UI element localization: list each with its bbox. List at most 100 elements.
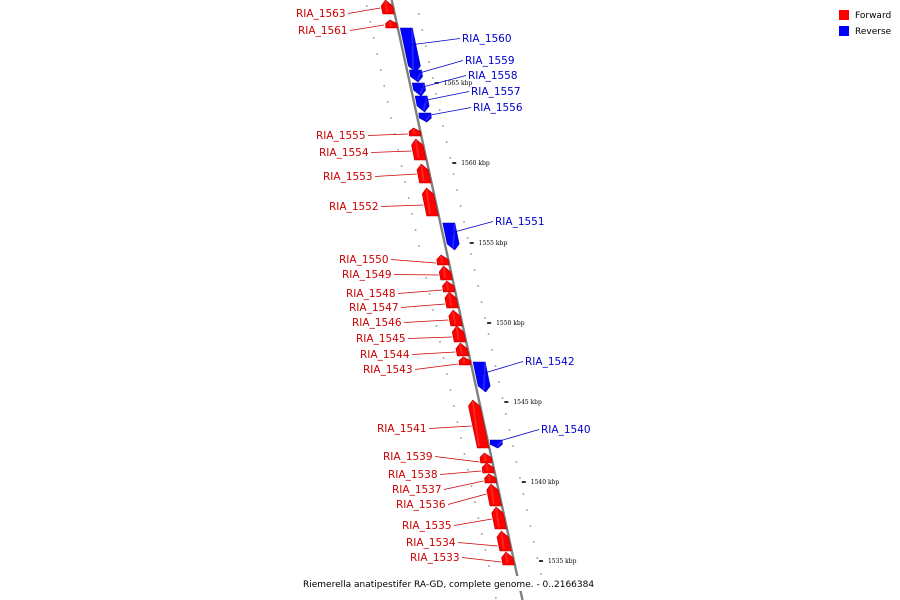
gene-leader-line <box>347 7 381 14</box>
tick-label: 1550 kbp <box>496 320 525 327</box>
gene-arrow-highlight <box>422 96 429 111</box>
gene-arrow-highlight <box>442 266 447 279</box>
gene-label: RIA_1538 <box>388 469 438 481</box>
gene-arrow-highlight <box>452 310 457 325</box>
gene-arrow-highlight <box>504 552 509 564</box>
gene-arrow-highlight <box>448 292 453 307</box>
tick-label: 1555 kbp <box>479 240 508 247</box>
gene-arrow-highlight <box>440 255 444 264</box>
genome-caption: Riemerella anatipestifer RA-GD, complete… <box>303 580 594 590</box>
gene-arrow-highlight <box>485 463 489 472</box>
gene-arrow-highlight <box>420 164 425 182</box>
gene-leader-line <box>407 336 453 339</box>
gene-arrow-ria_1535 <box>491 506 507 530</box>
gene-label: RIA_1559 <box>465 55 515 67</box>
genome-backbone <box>390 0 524 600</box>
gene-label: RIA_1542 <box>525 356 575 368</box>
gene-arrow-highlight <box>462 357 466 364</box>
gene-arrow-ria_1546 <box>448 309 463 327</box>
gene-leader-line <box>380 204 424 207</box>
gene-arrow-highlight <box>451 223 456 249</box>
gene-leader-line <box>481 361 524 375</box>
gene-arrow-highlight <box>482 362 487 391</box>
caption-background <box>300 576 600 591</box>
legend: Forward Reverse <box>839 10 892 37</box>
gene-label: RIA_1544 <box>360 349 410 361</box>
gene-labels: RIA_1563 RIA_1561 RIA_1560 RIA_1559 RIA_1558… <box>296 7 591 564</box>
tick-label: 1560 kbp <box>461 160 490 167</box>
gene-label: RIA_1533 <box>410 552 460 564</box>
gene-leader-line <box>447 493 487 505</box>
gene-arrow-highlight <box>414 139 420 159</box>
gene-arrow-highlight <box>388 20 392 27</box>
gene-leader-line <box>374 173 417 177</box>
gene-label: RIA_1551 <box>495 216 545 228</box>
gene-label: RIA_1545 <box>356 333 406 345</box>
gene-leader-line <box>418 75 467 89</box>
gene-leader-line <box>434 456 480 463</box>
gene-label: RIA_1550 <box>339 254 389 266</box>
gene-arrow-ria_1552 <box>421 187 439 217</box>
gene-label: RIA_1557 <box>471 86 521 98</box>
gene-arrow-ria_1554 <box>411 138 427 161</box>
gene-leader-line <box>349 24 385 31</box>
gene-arrow-ria_1563 <box>380 0 395 15</box>
gene-arrow-ria_1549 <box>438 265 453 281</box>
gene-leader-line <box>403 319 449 323</box>
gene-label: RIA_1555 <box>316 130 366 142</box>
gene-leader-line <box>409 38 461 46</box>
gene-arrow-highlight <box>483 453 487 462</box>
tick-label: 1540 kbp <box>531 479 560 486</box>
gene-arrow-ria_1544 <box>455 342 470 357</box>
gene-label: RIA_1558 <box>468 70 518 82</box>
tick-label: 1545 kbp <box>513 399 542 406</box>
gene-features <box>380 0 515 566</box>
gene-arrow-ria_1558 <box>411 82 426 97</box>
gene-arrow-ria_1540 <box>489 439 503 449</box>
gene-label: RIA_1534 <box>406 537 456 549</box>
legend-reverse-swatch <box>839 26 849 36</box>
minor-tick-marks <box>366 5 546 599</box>
gene-arrow-ria_1550 <box>436 254 450 266</box>
gene-label: RIA_1546 <box>352 317 402 329</box>
gene-leader-line <box>457 542 498 547</box>
gene-leader-line <box>393 274 439 276</box>
gene-arrow-ria_1536 <box>486 483 502 507</box>
gene-label: RIA_1563 <box>296 8 346 20</box>
gene-leader-line <box>428 425 472 429</box>
gene-leader-line <box>415 60 464 75</box>
gene-arrow-highlight <box>445 281 450 291</box>
gene-arrow-ria_1545 <box>451 325 467 343</box>
gene-arrow-highlight <box>487 474 491 482</box>
gene-arrow-ria_1560 <box>399 27 421 73</box>
gene-leader-line <box>367 133 408 136</box>
gene-leader-line <box>495 429 540 443</box>
gene-label: RIA_1535 <box>402 520 452 532</box>
gene-arrow-ria_1553 <box>416 163 432 184</box>
gene-arrow-ria_1542 <box>472 361 491 393</box>
gene-arrow-highlight <box>425 188 432 215</box>
major-tick-marks: 1565 kbp 1560 kbp 1555 kbp 1550 kbp 1545 kbp… <box>434 80 577 565</box>
gene-label: RIA_1552 <box>329 201 379 213</box>
gene-leader-line <box>397 289 442 294</box>
gene-label: RIA_1561 <box>298 25 348 37</box>
gene-arrow-highlight <box>419 83 426 95</box>
gene-arrow-highlight <box>412 128 416 135</box>
gene-arrow-highlight <box>489 484 495 505</box>
gene-arrow-ria_1539 <box>479 452 493 464</box>
gene-leader-line <box>390 259 437 264</box>
legend-forward-swatch <box>839 10 849 20</box>
gene-arrow-highlight <box>455 326 460 341</box>
gene-leader-line <box>421 91 470 102</box>
gene-leader-line <box>439 470 482 475</box>
gene-arrow-highlight <box>411 28 415 71</box>
tick-label: 1565 kbp <box>444 80 473 87</box>
gene-leader-line <box>461 557 502 563</box>
gene-arrow-ria_1547 <box>444 291 459 309</box>
gene-arrow-highlight <box>459 343 463 355</box>
gene-label: RIA_1547 <box>349 302 399 314</box>
gene-label: RIA_1549 <box>342 269 392 281</box>
gene-arrow-ria_1538 <box>481 462 495 474</box>
gene-arrow-ria_1537 <box>484 473 497 484</box>
